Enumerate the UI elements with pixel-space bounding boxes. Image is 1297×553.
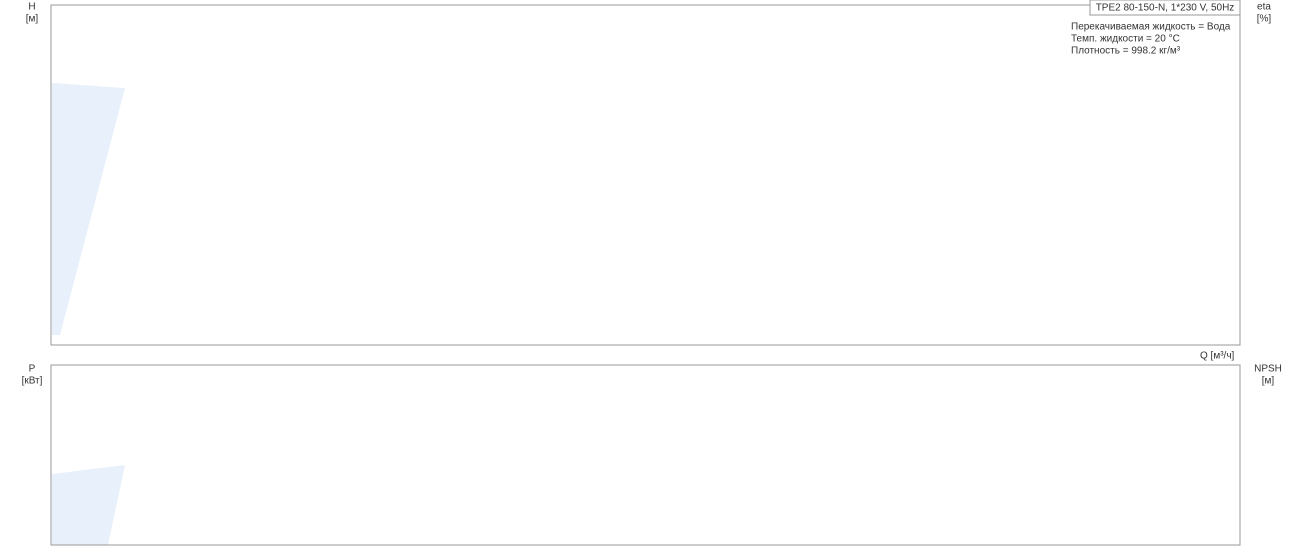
y2-axis-label: NPSH [1254,364,1282,375]
y-axis-label: H [28,2,35,13]
plot-frame [50,364,1241,546]
plot-frame [50,4,1241,346]
y2-axis-label: eta [1257,2,1271,13]
info-line: Темп. жидкости = 20 °C [1071,34,1180,45]
info-title: TPE2 80-150-N, 1*230 V, 50Hz [1096,3,1235,14]
light-region [52,465,125,545]
info-line: Плотность = 998.2 кг/м³ [1071,46,1181,57]
light-region [52,83,125,335]
y2-axis-unit: [%] [1257,14,1272,25]
y2-axis-unit: [м] [1262,376,1275,387]
info-box [1089,0,1241,16]
y-axis-label: P [29,364,36,375]
y-axis-unit: [кВт] [22,376,43,387]
y-axis-unit: [м] [26,14,39,25]
info-line: Перекачиваемая жидкость = Вода [1071,22,1231,33]
x-axis-label: Q [м³/ч] [1200,351,1235,362]
